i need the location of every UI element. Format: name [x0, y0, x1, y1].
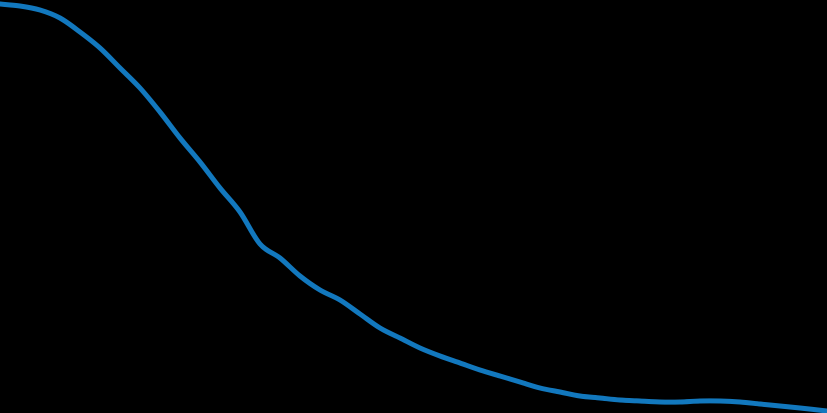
- plot-background: [0, 0, 827, 413]
- line-chart-plot: [0, 0, 827, 413]
- chart-figure: [0, 0, 827, 413]
- series-1-line: [0, 1, 827, 413]
